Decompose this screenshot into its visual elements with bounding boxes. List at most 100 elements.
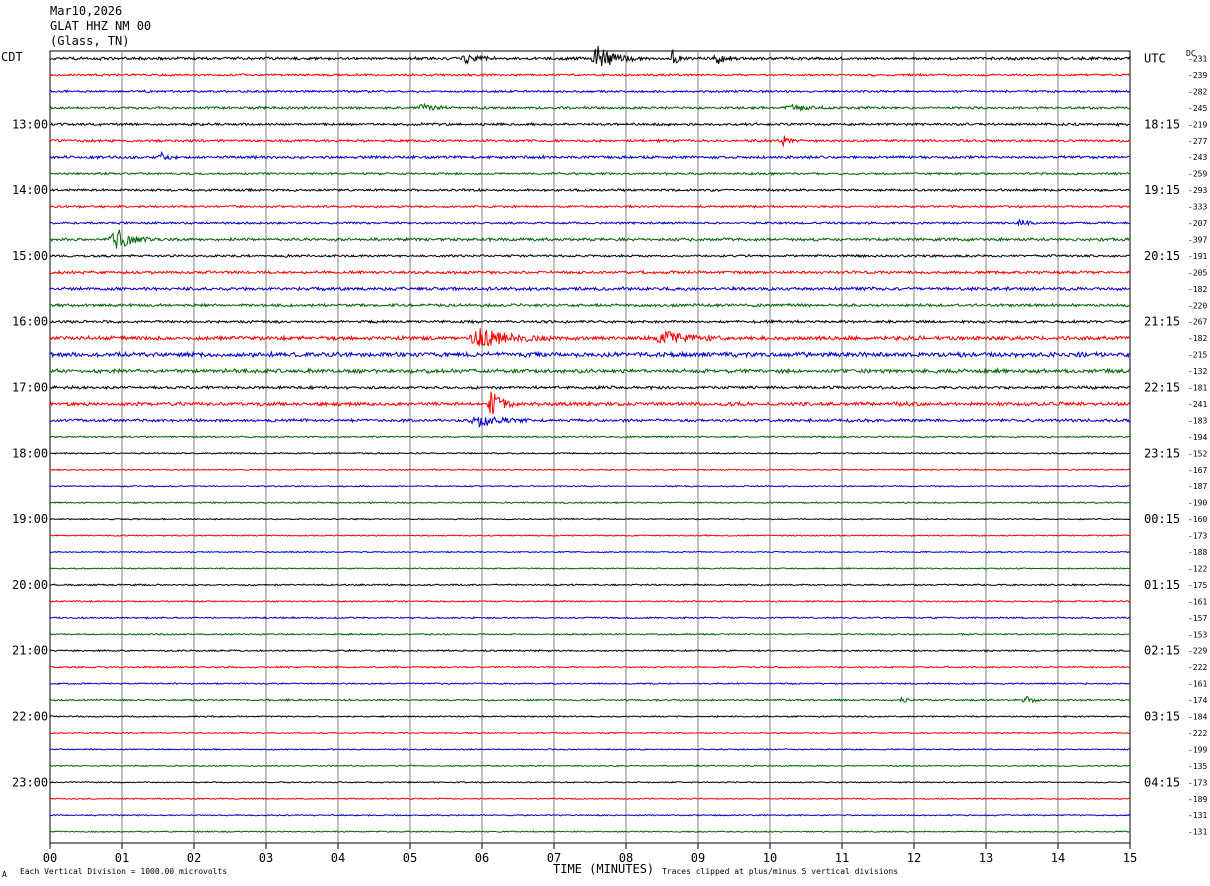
seismogram-trace [49, 102, 1131, 113]
record-date: Mar10,2026 [50, 4, 123, 18]
corner-mark: A [2, 870, 7, 879]
utc-time-label: 19:15 [1144, 183, 1180, 197]
x-tick-label: 00 [43, 851, 57, 865]
dc-offset-label: -152 [1188, 449, 1207, 458]
dc-offset-header: DC [1186, 49, 1196, 58]
cdt-hour-label: 23:00 [12, 775, 48, 789]
dc-offset-label: -231 [1188, 55, 1207, 64]
seismogram-trace [49, 550, 1131, 554]
x-axis-label: TIME (MINUTES) [553, 862, 655, 876]
cdt-hour-label: 16:00 [12, 315, 48, 329]
dc-offset-label: -173 [1188, 778, 1207, 787]
utc-label: UTC [1144, 52, 1166, 66]
dc-offset-label: -132 [1188, 367, 1207, 376]
seismogram-trace [49, 534, 1131, 537]
cdt-hour-label: 20:00 [12, 578, 48, 592]
utc-time-label: 03:15 [1144, 710, 1180, 724]
seismogram-trace [49, 797, 1131, 801]
dc-offset-label: -173 [1188, 532, 1207, 541]
dc-offset-label: -122 [1188, 564, 1207, 573]
seismogram-trace [49, 599, 1131, 603]
seismogram-trace [49, 187, 1131, 193]
utc-time-label: 02:15 [1144, 644, 1180, 658]
seismogram-trace [49, 681, 1131, 686]
dc-offset-label: -182 [1188, 285, 1207, 294]
dc-offset-label: -239 [1188, 71, 1207, 80]
x-tick-label: 12 [907, 851, 921, 865]
cdt-hour-label: 19:00 [12, 512, 48, 526]
seismogram-trace [49, 764, 1131, 768]
seismogram-trace [49, 501, 1131, 505]
x-tick-label: 07 [547, 851, 561, 865]
utc-time-label: 22:15 [1144, 381, 1180, 395]
left-timezone-label: CDT [1, 50, 23, 64]
seismogram-trace [49, 567, 1131, 570]
seismogram-trace [49, 318, 1131, 325]
cdt-hour-label: 17:00 [12, 381, 48, 395]
seismogram-trace [49, 813, 1131, 817]
dc-offset-label: -207 [1188, 219, 1207, 228]
utc-time-label: 18:15 [1144, 117, 1180, 131]
seismogram-trace [49, 415, 1131, 428]
dc-offset-label: -241 [1188, 400, 1207, 409]
dc-offset-label: -219 [1188, 120, 1207, 129]
cdt-hour-label: 14:00 [12, 183, 48, 197]
dc-offset-label: -182 [1188, 334, 1207, 343]
seismogram-trace [49, 285, 1131, 292]
cdt-hour-label: 18:00 [12, 446, 48, 460]
seismogram-trace [49, 731, 1131, 735]
cdt-hour-label: 13:00 [12, 117, 48, 131]
seismogram-trace [49, 451, 1131, 455]
dc-offset-label: -187 [1188, 482, 1207, 491]
x-tick-label: 01 [115, 851, 129, 865]
seismogram-trace [49, 89, 1131, 94]
dc-offset-label: -282 [1188, 87, 1207, 96]
plot-frame [49, 50, 1131, 844]
dc-offset-label: -189 [1188, 795, 1207, 804]
seismogram-trace [49, 484, 1131, 488]
dc-offset-label: -160 [1188, 515, 1207, 524]
seismogram-trace [49, 171, 1131, 176]
utc-time-label: 20:15 [1144, 249, 1180, 263]
x-tick-label: 11 [835, 851, 849, 865]
dc-offset-label: -222 [1188, 663, 1207, 672]
clip-note: Traces clipped at plus/minus 5 vertical … [662, 867, 899, 876]
seismogram-trace [49, 328, 1131, 347]
seismogram-trace [49, 121, 1131, 127]
dc-offset-label: -215 [1188, 351, 1207, 360]
station-location: (Glass, TN) [50, 34, 130, 48]
seismogram-trace [49, 468, 1131, 472]
seismogram-trace [49, 780, 1131, 784]
utc-time-label: 00:15 [1144, 512, 1180, 526]
dc-offset-label: -183 [1188, 416, 1207, 425]
seismogram-trace [49, 747, 1131, 751]
dc-offset-label: -153 [1188, 630, 1207, 639]
dc-offset-label: -161 [1188, 597, 1207, 606]
dc-offset-label: -245 [1188, 104, 1207, 113]
seismogram-trace [49, 830, 1130, 834]
seismogram-trace [50, 204, 1131, 209]
seismogram-trace [49, 229, 1131, 249]
dc-offset-label: -175 [1188, 581, 1207, 590]
seismogram-trace [49, 583, 1131, 587]
dc-offset-label: -131 [1188, 828, 1207, 837]
seismogram-trace [50, 665, 1131, 669]
seismogram-trace [49, 632, 1131, 636]
seismogram-trace [49, 135, 1131, 148]
dc-offset-label: -135 [1188, 762, 1207, 771]
dc-offset-label: -222 [1188, 729, 1207, 738]
dc-offset-label: -199 [1188, 745, 1207, 754]
dc-offset-label: -174 [1188, 696, 1207, 705]
station-code: GLAT HHZ NM 00 [50, 19, 152, 33]
dc-offset-label: -243 [1188, 153, 1207, 162]
x-tick-label: 06 [475, 851, 489, 865]
dc-offset-label: -184 [1188, 713, 1207, 722]
cdt-hour-label: 21:00 [12, 644, 48, 658]
utc-time-label: 21:15 [1144, 315, 1180, 329]
dc-offset-label: -167 [1188, 466, 1207, 475]
dc-offset-label: -229 [1188, 647, 1207, 656]
dc-offset-label: -267 [1188, 318, 1207, 327]
dc-offset-label: -333 [1188, 203, 1207, 212]
seismogram-trace [49, 218, 1131, 227]
